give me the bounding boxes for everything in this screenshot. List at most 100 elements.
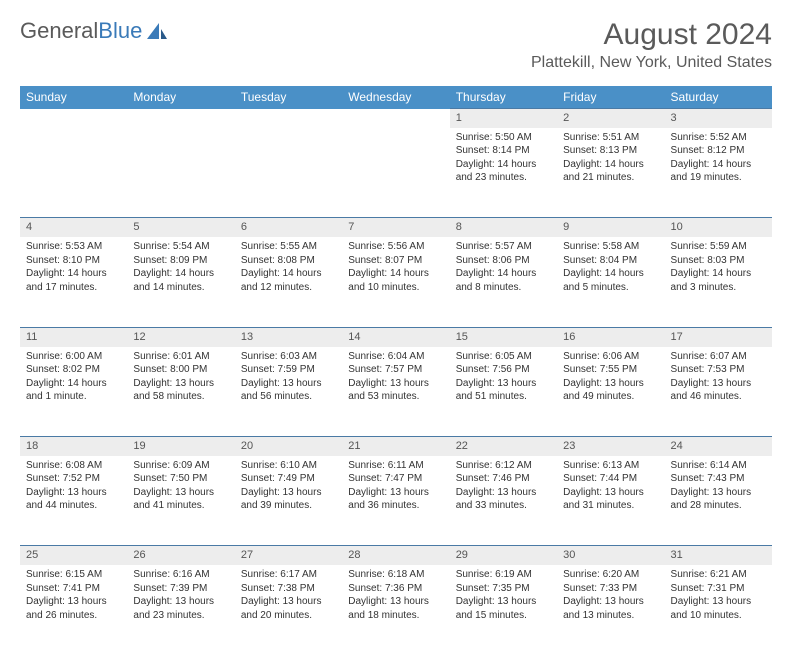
day1-text: Daylight: 13 hours [241,486,336,500]
day-cell: Sunrise: 6:01 AMSunset: 8:00 PMDaylight:… [127,347,234,437]
day-cell: Sunrise: 5:55 AMSunset: 8:08 PMDaylight:… [235,237,342,327]
content-row: Sunrise: 6:08 AMSunset: 7:52 PMDaylight:… [20,456,772,546]
day2-text: and 23 minutes. [133,609,228,623]
day2-text: and 14 minutes. [133,281,228,295]
day1-text: Daylight: 14 hours [563,267,658,281]
day2-text: and 10 minutes. [348,281,443,295]
sunrise-text: Sunrise: 5:50 AM [456,131,551,145]
day1-text: Daylight: 13 hours [241,377,336,391]
title-block: August 2024 Plattekill, New York, United… [531,18,772,72]
day2-text: and 3 minutes. [671,281,766,295]
day-cell: Sunrise: 5:56 AMSunset: 8:07 PMDaylight:… [342,237,449,327]
day2-text: and 1 minute. [26,390,121,404]
sunrise-text: Sunrise: 6:07 AM [671,350,766,364]
sunrise-text: Sunrise: 6:01 AM [133,350,228,364]
day-number: 18 [20,437,127,456]
day2-text: and 28 minutes. [671,499,766,513]
content-row: Sunrise: 5:50 AMSunset: 8:14 PMDaylight:… [20,128,772,218]
day-cell: Sunrise: 6:14 AMSunset: 7:43 PMDaylight:… [665,456,772,546]
day1-text: Daylight: 13 hours [563,377,658,391]
weekday-header: Saturday [665,86,772,109]
day-cell [235,128,342,218]
day-cell: Sunrise: 5:58 AMSunset: 8:04 PMDaylight:… [557,237,664,327]
day-cell: Sunrise: 6:10 AMSunset: 7:49 PMDaylight:… [235,456,342,546]
day1-text: Daylight: 14 hours [671,267,766,281]
day2-text: and 10 minutes. [671,609,766,623]
sunset-text: Sunset: 7:44 PM [563,472,658,486]
sunrise-text: Sunrise: 6:21 AM [671,568,766,582]
day1-text: Daylight: 13 hours [671,377,766,391]
sunset-text: Sunset: 7:41 PM [26,582,121,596]
daynum-row: 123 [20,109,772,128]
day-number [342,109,449,128]
day2-text: and 23 minutes. [456,171,551,185]
day-cell: Sunrise: 6:16 AMSunset: 7:39 PMDaylight:… [127,565,234,655]
sunrise-text: Sunrise: 6:17 AM [241,568,336,582]
sunrise-text: Sunrise: 5:52 AM [671,131,766,145]
weekday-header: Monday [127,86,234,109]
sunrise-text: Sunrise: 6:18 AM [348,568,443,582]
weekday-header: Thursday [450,86,557,109]
sunrise-text: Sunrise: 6:16 AM [133,568,228,582]
day-number: 21 [342,437,449,456]
day1-text: Daylight: 13 hours [348,377,443,391]
day-number: 23 [557,437,664,456]
sunset-text: Sunset: 8:02 PM [26,363,121,377]
day-number: 1 [450,109,557,128]
sunset-text: Sunset: 8:07 PM [348,254,443,268]
sunrise-text: Sunrise: 5:51 AM [563,131,658,145]
day2-text: and 39 minutes. [241,499,336,513]
day-number: 2 [557,109,664,128]
sunset-text: Sunset: 8:14 PM [456,144,551,158]
day1-text: Daylight: 13 hours [348,595,443,609]
day-cell [127,128,234,218]
day2-text: and 49 minutes. [563,390,658,404]
day-number: 26 [127,546,234,565]
day-number [127,109,234,128]
sunrise-text: Sunrise: 6:04 AM [348,350,443,364]
sunset-text: Sunset: 7:55 PM [563,363,658,377]
day-number: 20 [235,437,342,456]
sunset-text: Sunset: 7:33 PM [563,582,658,596]
day1-text: Daylight: 13 hours [563,595,658,609]
day-cell: Sunrise: 5:51 AMSunset: 8:13 PMDaylight:… [557,128,664,218]
daynum-row: 18192021222324 [20,437,772,456]
weekday-header: Tuesday [235,86,342,109]
sunset-text: Sunset: 8:06 PM [456,254,551,268]
day-cell: Sunrise: 5:53 AMSunset: 8:10 PMDaylight:… [20,237,127,327]
day2-text: and 20 minutes. [241,609,336,623]
day2-text: and 18 minutes. [348,609,443,623]
weekday-header: Sunday [20,86,127,109]
sunset-text: Sunset: 7:49 PM [241,472,336,486]
day2-text: and 56 minutes. [241,390,336,404]
sunset-text: Sunset: 8:12 PM [671,144,766,158]
day-number: 10 [665,218,772,237]
day1-text: Daylight: 13 hours [133,595,228,609]
day-cell: Sunrise: 6:08 AMSunset: 7:52 PMDaylight:… [20,456,127,546]
day-cell [20,128,127,218]
sunset-text: Sunset: 7:53 PM [671,363,766,377]
sunset-text: Sunset: 7:47 PM [348,472,443,486]
sunrise-text: Sunrise: 5:58 AM [563,240,658,254]
sunset-text: Sunset: 7:36 PM [348,582,443,596]
day2-text: and 51 minutes. [456,390,551,404]
day1-text: Daylight: 13 hours [456,377,551,391]
day-cell: Sunrise: 5:52 AMSunset: 8:12 PMDaylight:… [665,128,772,218]
day1-text: Daylight: 14 hours [26,377,121,391]
day-number: 24 [665,437,772,456]
sunset-text: Sunset: 8:13 PM [563,144,658,158]
day-cell: Sunrise: 6:17 AMSunset: 7:38 PMDaylight:… [235,565,342,655]
logo-sail-icon [146,22,168,40]
day1-text: Daylight: 13 hours [671,595,766,609]
sunset-text: Sunset: 8:00 PM [133,363,228,377]
logo: GeneralBlue [20,18,168,44]
day-number: 13 [235,327,342,346]
day-cell: Sunrise: 6:06 AMSunset: 7:55 PMDaylight:… [557,347,664,437]
day1-text: Daylight: 13 hours [456,486,551,500]
day-number: 31 [665,546,772,565]
sunset-text: Sunset: 8:08 PM [241,254,336,268]
day-cell: Sunrise: 6:05 AMSunset: 7:56 PMDaylight:… [450,347,557,437]
day-cell: Sunrise: 6:13 AMSunset: 7:44 PMDaylight:… [557,456,664,546]
day-cell: Sunrise: 6:00 AMSunset: 8:02 PMDaylight:… [20,347,127,437]
sunrise-text: Sunrise: 6:06 AM [563,350,658,364]
